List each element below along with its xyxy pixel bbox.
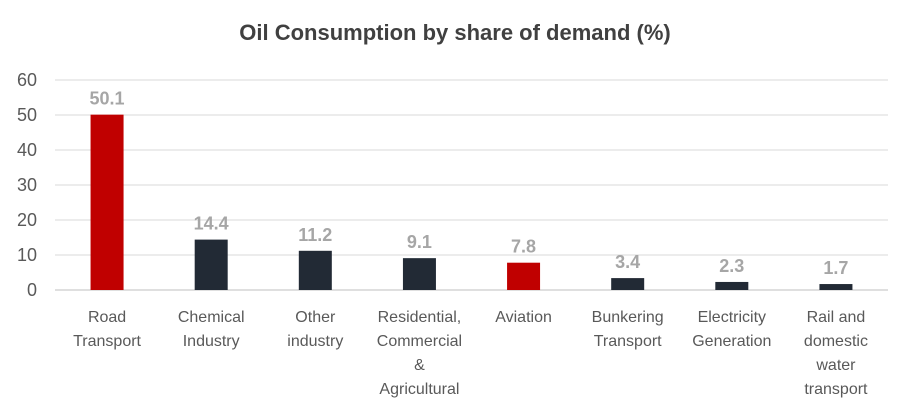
category-label-line: Chemical xyxy=(178,309,245,326)
category-label: Other industry xyxy=(287,309,343,350)
category-label: Rail and domestic water transport xyxy=(804,309,868,398)
y-tick-label: 20 xyxy=(17,210,37,230)
category-label: Electricity Generation xyxy=(692,309,771,350)
y-tick-label: 60 xyxy=(17,70,37,90)
bar xyxy=(715,281,749,290)
category-labels: Road Transport Chemical Industry Other indust… xyxy=(73,309,868,398)
y-tick-label: 50 xyxy=(17,105,37,125)
category-label-line: Transport xyxy=(73,333,141,350)
category-label-line: Generation xyxy=(692,333,771,350)
category-label-line: Other xyxy=(295,309,336,326)
category-label-line: Residential, xyxy=(378,309,462,326)
category-label-line: industry xyxy=(287,333,343,350)
data-label: 1.7 xyxy=(823,258,848,278)
y-tick-label: 30 xyxy=(17,175,37,195)
category-label-line: Industry xyxy=(183,333,240,350)
category-label-line: transport xyxy=(804,381,868,398)
y-tick-label: 0 xyxy=(27,280,37,300)
category-label: Chemical Industry xyxy=(178,309,245,350)
data-label: 14.4 xyxy=(194,214,229,234)
y-axis-ticks: 0 10 20 30 40 50 60 xyxy=(17,70,37,300)
category-label-line: Agricultural xyxy=(379,381,459,398)
y-tick-label: 10 xyxy=(17,245,37,265)
y-tick-label: 40 xyxy=(17,140,37,160)
category-label-line: water xyxy=(815,357,856,374)
category-label: Residential, Commercial & Agricultural xyxy=(377,309,462,398)
bar xyxy=(90,114,124,291)
data-label: 11.2 xyxy=(298,225,332,245)
category-label-line: Commercial xyxy=(377,333,462,350)
category-label-line: domestic xyxy=(804,333,868,350)
bar xyxy=(507,262,541,290)
data-labels: 50.1 14.4 11.2 9.1 7.8 3.4 2.3 1.7 xyxy=(90,89,849,278)
category-label-line: Electricity xyxy=(698,309,766,326)
data-label: 7.8 xyxy=(511,237,536,257)
bar xyxy=(194,239,228,290)
bar xyxy=(819,284,853,290)
data-label: 2.3 xyxy=(719,256,744,276)
category-label-line: & xyxy=(414,357,425,374)
category-label: Aviation xyxy=(495,309,552,326)
bars xyxy=(90,114,853,291)
category-label: Bunkering Transport xyxy=(592,309,664,350)
category-label-line: Road xyxy=(88,309,126,326)
bar xyxy=(611,278,645,290)
bar xyxy=(298,250,332,290)
data-label: 9.1 xyxy=(407,232,432,252)
data-label: 3.4 xyxy=(615,252,640,272)
data-label: 50.1 xyxy=(90,89,125,109)
category-label-line: Rail and xyxy=(807,309,866,326)
category-label-line: Aviation xyxy=(495,309,552,326)
chart-title: Oil Consumption by share of demand (%) xyxy=(239,20,670,45)
category-label-line: Transport xyxy=(594,333,662,350)
bar xyxy=(402,258,436,290)
category-label: Road Transport xyxy=(73,309,141,350)
gridlines xyxy=(55,79,888,291)
category-label-line: Bunkering xyxy=(592,309,664,326)
